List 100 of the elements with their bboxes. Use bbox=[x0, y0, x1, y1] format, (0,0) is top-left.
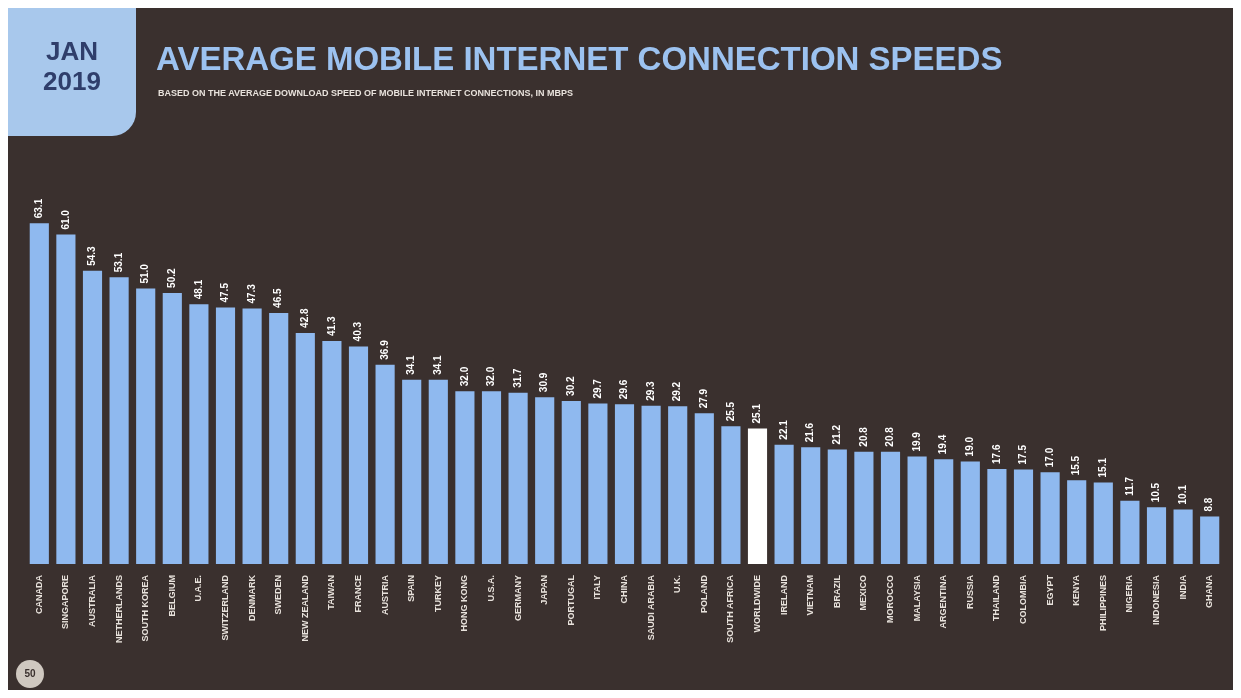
chart-title: AVERAGE MOBILE INTERNET CONNECTION SPEEDS bbox=[156, 40, 1003, 78]
data-label: 63.1 bbox=[33, 198, 45, 219]
x-tick-label: U.A.E. bbox=[193, 575, 204, 602]
data-label: 29.7 bbox=[591, 378, 603, 399]
data-label: 32.0 bbox=[458, 366, 470, 387]
data-label: 22.1 bbox=[777, 419, 789, 440]
x-tick-label: INDONESIA bbox=[1150, 574, 1161, 626]
data-label: 25.5 bbox=[724, 401, 736, 422]
x-tick-label: RUSSIA bbox=[964, 574, 975, 610]
text: JAN 2019 bbox=[42, 36, 102, 96]
data-label: 32.0 bbox=[485, 366, 497, 387]
bar bbox=[588, 403, 608, 564]
bar bbox=[801, 447, 821, 564]
bar bbox=[82, 270, 103, 564]
x-tick-label: TURKEY bbox=[432, 575, 443, 613]
data-label: 34.1 bbox=[432, 354, 444, 375]
data-label: 61.0 bbox=[59, 209, 71, 230]
x-tick-label: KENYA bbox=[1071, 574, 1082, 606]
x-tick-label: SINGAPORE bbox=[60, 575, 71, 630]
bar bbox=[402, 379, 422, 564]
bar bbox=[747, 428, 768, 564]
bar bbox=[535, 397, 555, 564]
data-label: 42.8 bbox=[299, 307, 311, 328]
bar bbox=[934, 459, 954, 564]
x-tick-label: BELGIUM bbox=[166, 575, 177, 617]
data-label: 50.2 bbox=[166, 268, 178, 288]
data-label: 29.3 bbox=[644, 380, 656, 401]
x-tick-label: PORTUGAL bbox=[565, 574, 576, 626]
data-label: 8.8 bbox=[1203, 497, 1215, 512]
x-tick-label: EGYPT bbox=[1044, 574, 1055, 606]
chart-subtitle: BASED ON THE AVERAGE DOWNLOAD SPEED OF MOBILE INTERNET CONNECTIONS, IN MBPS bbox=[158, 88, 574, 98]
x-tick-label: U.S.A. bbox=[485, 575, 496, 602]
data-label: 25.1 bbox=[751, 403, 763, 424]
bar bbox=[1067, 480, 1087, 564]
bar bbox=[481, 391, 502, 564]
bar bbox=[668, 406, 688, 564]
data-label: 21.2 bbox=[831, 424, 843, 445]
data-label: 51.0 bbox=[139, 263, 151, 284]
data-label: 29.6 bbox=[618, 379, 630, 400]
x-tick-label: NIGERIA bbox=[1124, 574, 1135, 613]
x-tick-label: NEW ZEALAND bbox=[299, 574, 310, 642]
data-label: 30.9 bbox=[538, 372, 550, 393]
x-tick-label: AUSTRIA bbox=[379, 574, 390, 615]
data-label: 47.3 bbox=[245, 283, 257, 304]
x-tick-label: CHINA bbox=[618, 574, 629, 604]
bar bbox=[1146, 507, 1167, 564]
x-tick-label: GERMANY bbox=[512, 575, 523, 622]
x-tick-label: VIETNAM bbox=[805, 575, 816, 616]
bar bbox=[295, 332, 315, 564]
data-label: 27.9 bbox=[698, 388, 710, 409]
x-tick-label: HONG KONG bbox=[459, 575, 470, 632]
x-tick-label: SPAIN bbox=[406, 575, 417, 602]
bar bbox=[1200, 516, 1220, 564]
data-label: 19.0 bbox=[964, 436, 976, 457]
bar bbox=[641, 405, 661, 564]
x-tick-label: FRANCE bbox=[352, 575, 363, 613]
data-label: 47.5 bbox=[219, 282, 231, 303]
x-tick-label: BRAZIL bbox=[831, 574, 842, 608]
x-tick-label: JAPAN bbox=[539, 575, 550, 605]
x-tick-label: PHILIPPINES bbox=[1097, 575, 1108, 632]
bar bbox=[428, 379, 448, 564]
data-label: 31.7 bbox=[511, 367, 523, 388]
x-tick-label: SOUTH AFRICA bbox=[725, 574, 736, 643]
bar bbox=[721, 426, 741, 564]
x-tick-label: ITALY bbox=[592, 575, 603, 600]
x-tick-label: TAIWAN bbox=[326, 575, 337, 610]
bar bbox=[242, 308, 262, 564]
x-tick-label: MEXICO bbox=[858, 575, 869, 611]
bar bbox=[375, 364, 395, 564]
data-label: 17.5 bbox=[1017, 444, 1029, 465]
bar bbox=[774, 444, 794, 564]
bar bbox=[987, 468, 1007, 564]
x-tick-label: SAUDI ARABIA bbox=[645, 574, 656, 641]
bar bbox=[56, 234, 76, 564]
bar bbox=[960, 461, 980, 564]
bar bbox=[907, 456, 927, 564]
data-label: 30.2 bbox=[565, 376, 577, 396]
data-label: 53.1 bbox=[112, 252, 124, 273]
bar bbox=[508, 392, 528, 564]
x-tick-label: CANADA bbox=[33, 574, 44, 614]
data-label: 20.8 bbox=[857, 426, 869, 447]
data-label: 15.5 bbox=[1070, 455, 1082, 476]
bar bbox=[561, 400, 581, 564]
x-tick-label: COLOMBIA bbox=[1017, 574, 1028, 624]
text: 50 bbox=[16, 660, 44, 688]
bar bbox=[348, 346, 369, 564]
x-tick-label: SWEDEN bbox=[273, 575, 284, 615]
bar bbox=[215, 307, 236, 564]
bar bbox=[162, 292, 182, 564]
bar bbox=[322, 340, 342, 564]
bar bbox=[269, 312, 289, 564]
x-tick-label: MALAYSIA bbox=[911, 574, 922, 622]
data-label: 54.3 bbox=[86, 245, 98, 266]
x-tick-label: IRELAND bbox=[778, 574, 789, 615]
data-label: 10.1 bbox=[1176, 484, 1188, 505]
data-label: 40.3 bbox=[352, 321, 364, 342]
bar bbox=[1040, 472, 1060, 564]
bar bbox=[1173, 509, 1193, 564]
data-label: 17.0 bbox=[1043, 447, 1055, 468]
data-label: 41.3 bbox=[325, 316, 337, 336]
